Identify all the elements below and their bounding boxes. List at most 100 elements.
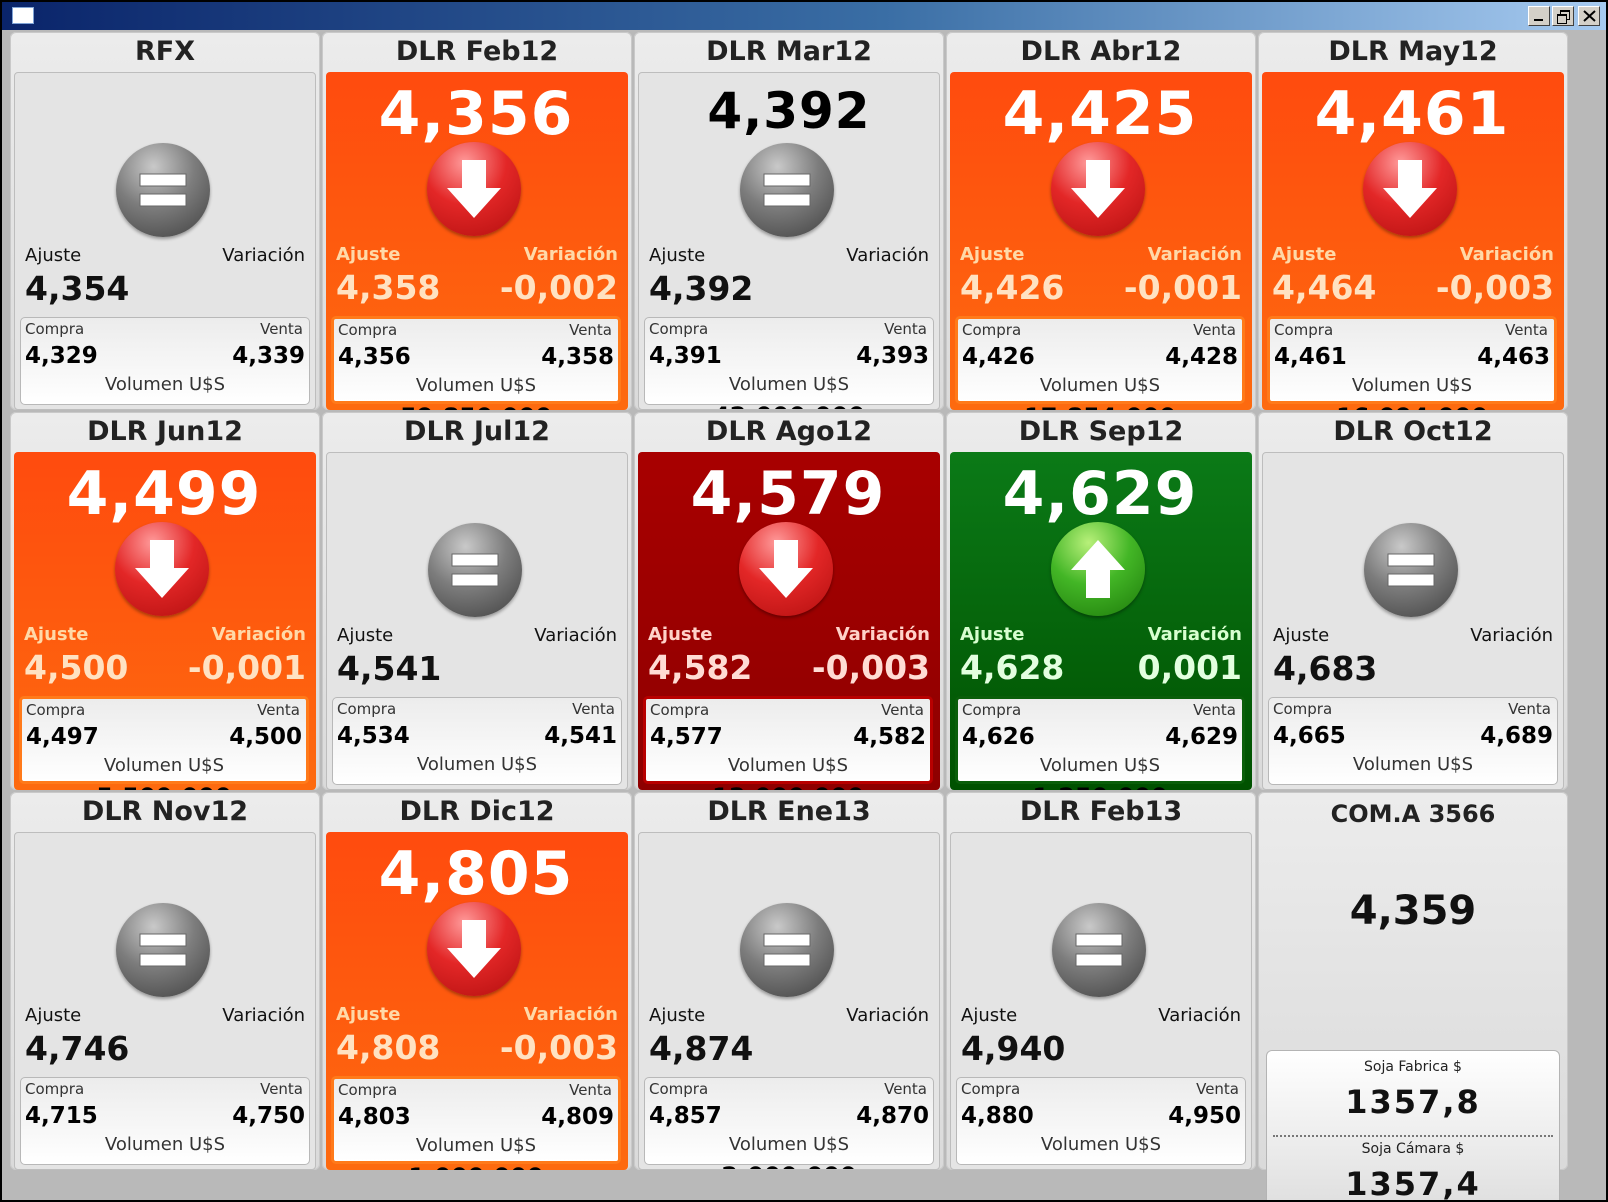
dlr-feb12-tile[interactable]: DLR Feb12 4,356 Ajuste Variación 4,358 -0,002… xyxy=(322,32,632,410)
bid-ask-box: Compra Venta 4,534 4,541 Volumen U$S xyxy=(332,697,622,785)
venta-value: 4,950 xyxy=(1168,1103,1241,1129)
dlr-jul12-tile[interactable]: DLR Jul12 Ajuste Variación 4,541 Compra Venta… xyxy=(322,412,632,790)
close-icon xyxy=(1583,10,1596,22)
volumen-label: Volumen U$S xyxy=(415,1135,537,1156)
compra-value: 4,857 xyxy=(649,1103,722,1129)
dlr-jun12-tile[interactable]: DLR Jun12 4,499 Ajuste Variación 4,500 -0,001… xyxy=(10,412,320,790)
ajuste-label: Ajuste xyxy=(1273,625,1330,646)
ajuste-label: Ajuste xyxy=(1272,244,1337,265)
dlr-sep12-tile[interactable]: DLR Sep12 4,629 Ajuste Variación 4,628 0,001 C… xyxy=(946,412,1256,790)
restore-button[interactable] xyxy=(1552,6,1574,26)
compra-value: 4,577 xyxy=(650,724,723,750)
compra-label: Compra xyxy=(338,1081,398,1099)
dlr-oct12-tile[interactable]: DLR Oct12 Ajuste Variación 4,683 Compra Venta… xyxy=(1258,412,1568,790)
variacion-label: Variación xyxy=(835,624,930,645)
ajuste-label: Ajuste xyxy=(24,624,89,645)
com-title: COM.A 3566 xyxy=(1330,800,1496,828)
last-price: 4,356 xyxy=(378,79,574,149)
dlr-feb13-tile[interactable]: DLR Feb13 Ajuste Variación 4,940 Compra Venta… xyxy=(946,792,1256,1170)
bid-ask-box: Compra Venta 4,329 4,339 Volumen U$S xyxy=(20,317,310,405)
ajuste-value: 4,582 xyxy=(648,648,753,687)
compra-value: 4,426 xyxy=(962,344,1035,370)
variacion-label: Variación xyxy=(222,1005,305,1026)
tile-panel: 4,425 Ajuste Variación 4,426 -0,001 Compra Ven… xyxy=(950,72,1252,410)
dlr-may12-tile[interactable]: DLR May12 4,461 Ajuste Variación 4,464 -0,003… xyxy=(1258,32,1568,410)
ajuste-label: Ajuste xyxy=(337,625,394,646)
ajuste-label: Ajuste xyxy=(25,245,82,266)
arrow-down-icon xyxy=(115,522,209,616)
equal-icon xyxy=(740,143,834,237)
dlr-abr12-tile[interactable]: DLR Abr12 4,425 Ajuste Variación 4,426 -0,001… xyxy=(946,32,1256,410)
rfx-tile[interactable]: RFX Ajuste Variación 4,354 Compra Venta 4,329 4… xyxy=(10,32,320,410)
window-icon xyxy=(12,7,34,24)
ajuste-value: 4,500 xyxy=(24,648,129,687)
variacion-label: Variación xyxy=(1459,244,1554,265)
volumen-value: 42.000.000 xyxy=(645,402,933,409)
bid-ask-box: Compra Venta 4,391 4,393 Volumen U$S 42.000.0… xyxy=(644,317,934,409)
ajuste-value: 4,746 xyxy=(25,1029,130,1068)
tile-title: DLR Ago12 xyxy=(705,416,873,447)
tile-title: DLR Feb13 xyxy=(1019,796,1183,827)
compra-value: 4,461 xyxy=(1274,344,1347,370)
dlr-ago12-tile[interactable]: DLR Ago12 4,579 Ajuste Variación 4,582 -0,003… xyxy=(634,412,944,790)
dlr-ene13-tile[interactable]: DLR Ene13 Ajuste Variación 4,874 Compra Venta… xyxy=(634,792,944,1170)
volumen-label: Volumen U$S xyxy=(1039,755,1161,776)
dlr-nov12-tile[interactable]: DLR Nov12 Ajuste Variación 4,746 Compra Venta… xyxy=(10,792,320,1170)
equal-icon xyxy=(1052,903,1146,997)
ajuste-value: 4,808 xyxy=(336,1028,441,1067)
tile-title: DLR Sep12 xyxy=(1018,416,1184,447)
ajuste-label: Ajuste xyxy=(961,1005,1018,1026)
variacion-value: -0,002 xyxy=(499,268,618,307)
ajuste-label: Ajuste xyxy=(25,1005,82,1026)
variacion-value: -0,003 xyxy=(499,1028,618,1067)
soja-camara-label: Soja Cámara $ xyxy=(1361,1141,1465,1157)
tile-title: DLR May12 xyxy=(1328,36,1498,67)
tile-title: DLR Feb12 xyxy=(395,36,559,67)
compra-label: Compra xyxy=(25,320,85,338)
venta-value: 4,463 xyxy=(1477,344,1550,370)
volumen-label: Volumen U$S xyxy=(415,375,537,396)
minimize-button[interactable] xyxy=(1528,6,1550,26)
equal-icon xyxy=(116,903,210,997)
tile-title: DLR Abr12 xyxy=(1020,36,1182,67)
venta-value: 4,358 xyxy=(541,344,614,370)
volumen-value: 16.094.000 xyxy=(1270,403,1554,410)
compra-value: 4,626 xyxy=(962,724,1035,750)
dlr-dic12-tile[interactable]: DLR Dic12 4,805 Ajuste Variación 4,808 -0,003… xyxy=(322,792,632,1170)
ajuste-value: 4,628 xyxy=(960,648,1065,687)
quotes-grid: COM.A 3566 4,359 Soja Fabrica $ 1357,8 S… xyxy=(10,32,1604,1200)
variacion-value: -0,003 xyxy=(811,648,930,687)
close-button[interactable] xyxy=(1578,6,1600,26)
venta-value: 4,428 xyxy=(1165,344,1238,370)
ajuste-value: 4,354 xyxy=(25,269,130,308)
variacion-label: Variación xyxy=(846,245,929,266)
volumen-label: Volumen U$S xyxy=(104,374,226,395)
volumen-label: Volumen U$S xyxy=(103,755,225,776)
volumen-value: 13.000.000 xyxy=(646,783,930,790)
variacion-label: Variación xyxy=(523,244,618,265)
soja-camara-value: 1357,4 xyxy=(1345,1165,1481,1202)
compra-label: Compra xyxy=(962,701,1022,719)
tile-panel: Ajuste Variación 4,683 Compra Venta 4,665 4,68… xyxy=(1262,452,1564,790)
variacion-label: Variación xyxy=(1470,625,1553,646)
ajuste-label: Ajuste xyxy=(960,624,1025,645)
com-price: 4,359 xyxy=(1349,888,1477,934)
tile-title: DLR Oct12 xyxy=(1333,416,1493,447)
ajuste-value: 4,940 xyxy=(961,1029,1066,1068)
title-bar[interactable] xyxy=(2,2,1606,30)
variacion-label: Variación xyxy=(211,624,306,645)
venta-label: Venta xyxy=(257,701,300,719)
last-price: 4,392 xyxy=(707,82,871,140)
volumen-label: Volumen U$S xyxy=(1039,375,1161,396)
last-price: 4,499 xyxy=(66,459,262,529)
dlr-mar12-tile[interactable]: DLR Mar12 4,392 Ajuste Variación 4,392 Compra… xyxy=(634,32,944,410)
last-price: 4,629 xyxy=(1002,459,1198,529)
compra-label: Compra xyxy=(25,1080,85,1098)
com-a-3566-tile[interactable]: COM.A 3566 4,359 Soja Fabrica $ 1357,8 S… xyxy=(1258,792,1568,1200)
venta-label: Venta xyxy=(260,1080,303,1098)
venta-label: Venta xyxy=(1505,321,1548,339)
compra-label: Compra xyxy=(337,700,397,718)
